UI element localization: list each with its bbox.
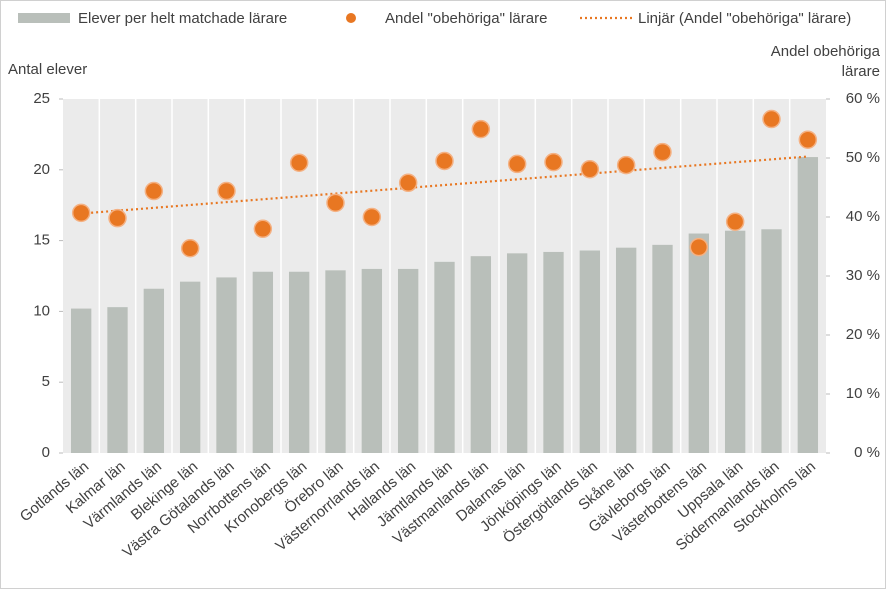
- legend-swatch: [18, 13, 70, 23]
- bar: [615, 247, 637, 453]
- dot: [144, 181, 164, 201]
- bar: [724, 230, 746, 453]
- y-tick-label: 0: [42, 444, 50, 461]
- dot: [398, 173, 418, 193]
- dot: [471, 119, 491, 139]
- dot: [435, 151, 454, 171]
- dot: [289, 153, 309, 172]
- dot: [689, 237, 709, 257]
- bar: [107, 307, 128, 453]
- dot: [108, 208, 127, 228]
- dot: [507, 154, 527, 174]
- y2-tick-label: 40 %: [846, 208, 880, 225]
- bar: [688, 233, 710, 453]
- legend-swatch: [346, 13, 356, 23]
- y2-axis-title: Andel obehöriga lärare: [770, 43, 880, 80]
- bar: [579, 250, 601, 453]
- bar: [143, 288, 165, 453]
- bar: [288, 271, 310, 453]
- bar: [434, 261, 455, 453]
- bar: [470, 256, 492, 453]
- bar: [797, 157, 819, 453]
- trendline: [81, 155, 808, 215]
- dot: [326, 193, 345, 213]
- y-axis-title: Antal elever: [8, 61, 87, 78]
- dot: [725, 212, 745, 231]
- dot: [544, 152, 563, 172]
- dot: [580, 159, 600, 179]
- legend-label: Linjär (Andel "obehöriga" lärare): [638, 10, 851, 27]
- dot: [71, 203, 91, 223]
- bar: [761, 229, 782, 453]
- legend-label: Elever per helt matchade lärare: [78, 10, 287, 27]
- bar: [506, 253, 528, 453]
- y-tick-label: 5: [42, 373, 50, 390]
- bar: [216, 277, 237, 453]
- bar: [252, 271, 274, 453]
- bar: [652, 244, 673, 453]
- y-tick-label: 25: [33, 90, 50, 107]
- dot: [762, 109, 781, 129]
- bar: [361, 268, 383, 453]
- dot: [616, 155, 636, 175]
- dot: [253, 219, 273, 239]
- bar: [179, 281, 201, 453]
- dot: [217, 181, 236, 201]
- y-tick-label: 15: [33, 232, 50, 249]
- y2-tick-label: 50 %: [846, 149, 880, 166]
- y2-tick-label: 0 %: [854, 444, 880, 461]
- y-tick-label: 20: [33, 161, 50, 178]
- bar: [543, 251, 564, 453]
- y2-tick-label: 20 %: [846, 326, 880, 343]
- y2-tick-label: 10 %: [846, 385, 880, 402]
- y2-tick-label: 30 %: [846, 267, 880, 284]
- y2-tick-label: 60 %: [846, 90, 880, 107]
- y-tick-label: 10: [33, 302, 50, 319]
- dot: [362, 207, 382, 227]
- bar: [70, 308, 92, 453]
- dot: [653, 142, 672, 162]
- dot: [180, 239, 200, 258]
- dot: [798, 130, 818, 149]
- legend-label: Andel "obehöriga" lärare: [385, 10, 547, 27]
- bar: [397, 268, 419, 453]
- bar: [325, 270, 346, 453]
